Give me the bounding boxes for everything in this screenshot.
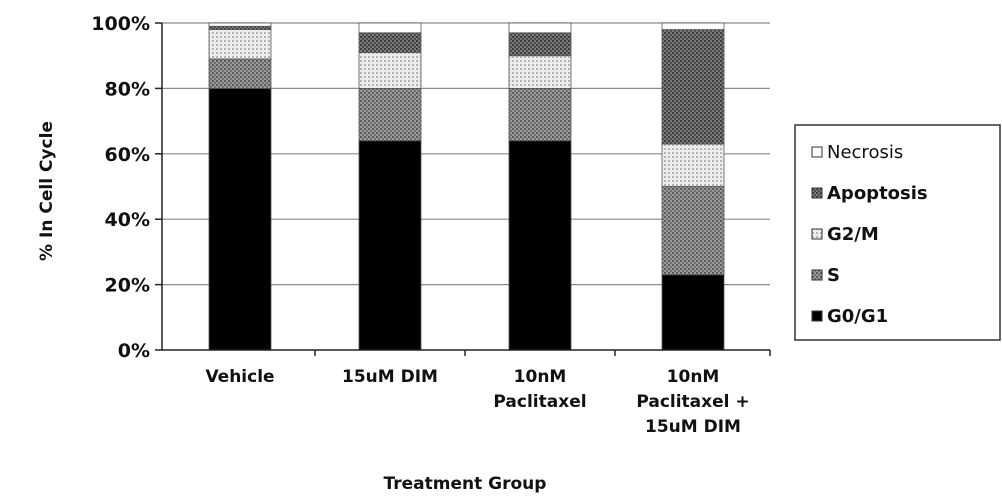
legend-box [794, 124, 1001, 341]
x-axis-title: Treatment Group [384, 474, 547, 494]
legend-swatch [811, 269, 823, 281]
legend-label: Necrosis [827, 142, 903, 163]
bar-segment-necrosis [358, 22, 422, 34]
bar-segment-apoptosis [208, 25, 272, 30]
y-tick-label: 40% [105, 209, 150, 231]
legend-swatch [811, 310, 823, 322]
axes [155, 22, 771, 356]
bar-segment-s [508, 88, 572, 142]
legend-swatch [811, 228, 823, 240]
legend-swatch [811, 146, 823, 158]
y-axis-title: % In Cell Cycle [37, 121, 57, 261]
bar-segment-g0-g1 [508, 140, 572, 351]
bar-segment-necrosis [661, 22, 725, 30]
x-tick-label: 10nM Paclitaxel +15uM DIM [636, 367, 749, 437]
bar-segment-g2-m [661, 143, 725, 187]
bar-segment-g0-g1 [661, 274, 725, 351]
y-tick-label: 80% [105, 78, 150, 100]
y-tick-label: 20% [105, 275, 150, 297]
bar-segment-necrosis [208, 22, 272, 27]
bar-segment-necrosis [508, 22, 572, 34]
bar-segment-apoptosis [508, 32, 572, 57]
bar-segment-apoptosis [661, 29, 725, 145]
bar-segment-g0-g1 [208, 88, 272, 351]
bar-segment-s [661, 186, 725, 276]
y-tick-label: 0% [118, 340, 150, 362]
legend-label: Apoptosis [827, 183, 928, 204]
y-tick-label: 60% [105, 144, 150, 166]
bar-segment-s [208, 58, 272, 89]
y-tick-label: 100% [91, 13, 150, 35]
legend-label: S [827, 265, 840, 286]
x-tick-label: Vehicle [205, 367, 274, 387]
bar-segment-apoptosis [358, 32, 422, 53]
bar-segment-g2-m [208, 29, 272, 60]
legend-label: G0/G1 [827, 306, 888, 327]
tick-labels: 0% 20% 40% 60% 80% 100% Vehicle 15uM DIM 10nM Pac… [91, 13, 749, 437]
legend-swatch [811, 187, 823, 199]
bar-segment-g0-g1 [358, 140, 422, 351]
x-tick-label: 10nM Paclitaxel [493, 367, 586, 412]
legend-label: G2/M [827, 224, 879, 245]
legend: Necrosis Apoptosis G2/M S G0/G1 [794, 124, 1001, 341]
bar-segment-g2-m [508, 55, 572, 89]
bar-segment-s [358, 88, 422, 142]
bars [208, 22, 725, 351]
bar-segment-g2-m [358, 52, 422, 89]
x-tick-label: 15uM DIM [342, 367, 438, 387]
